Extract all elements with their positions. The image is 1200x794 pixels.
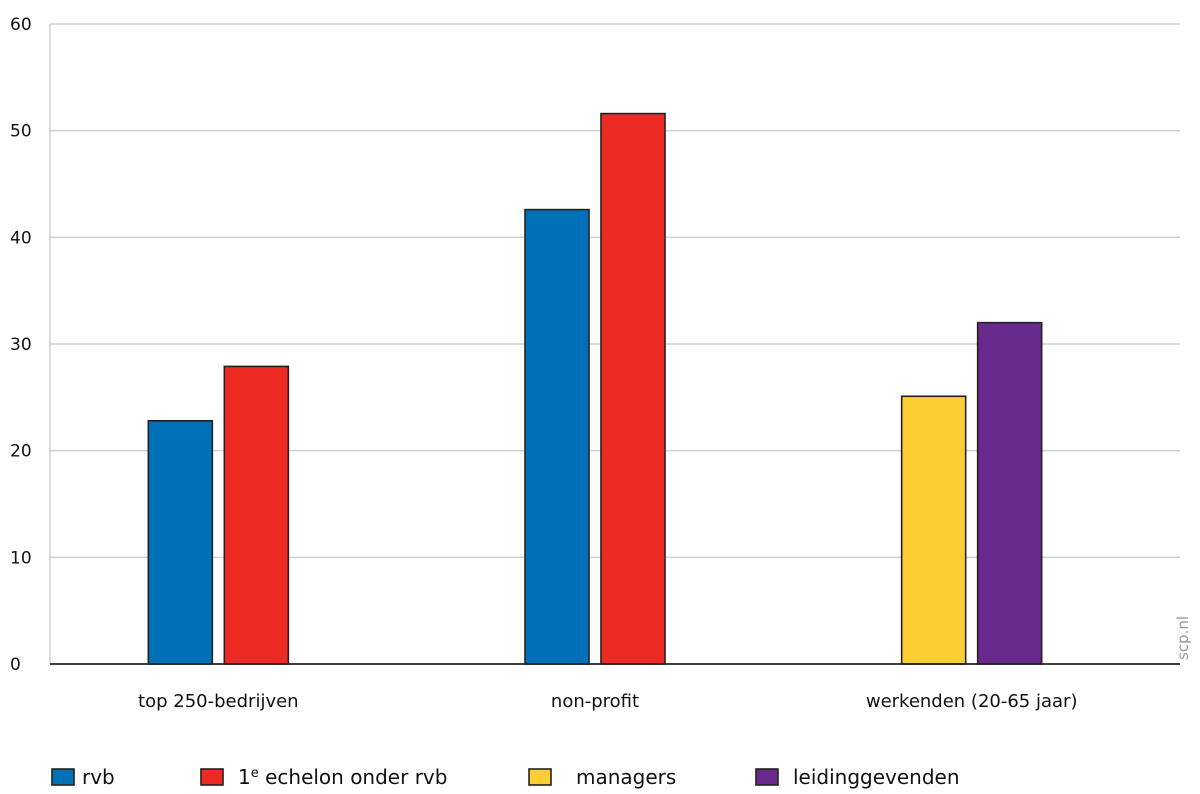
y-tick-label: 10 xyxy=(10,548,32,568)
legend-label-rvb: rvb xyxy=(82,765,115,789)
watermark-text: scp.nl xyxy=(1174,616,1192,660)
legend-item-rvb: rvb xyxy=(51,765,115,789)
legend-label-1e-echelon: 1e echelon onder rvb xyxy=(238,765,447,789)
legend-swatch-1e-echelon xyxy=(200,768,224,786)
bar xyxy=(900,395,967,665)
bar xyxy=(147,419,214,665)
bar xyxy=(976,321,1043,665)
legend-item-leidinggevenden: leidinggevenden xyxy=(755,765,960,789)
legend-label-managers: managers xyxy=(576,765,676,789)
y-tick-label: 0 xyxy=(10,655,21,675)
legend-swatch-leidinggevenden xyxy=(755,768,779,786)
y-axis-tick-labels: 0 10 20 30 40 50 60 xyxy=(10,15,32,675)
y-tick-label: 40 xyxy=(10,228,32,248)
y-tick-label: 60 xyxy=(10,15,32,35)
x-axis-category-labels: top 250-bedrijven non-profit werkenden (20… xyxy=(138,691,1077,712)
x-category-label: werkenden (20-65 jaar) xyxy=(866,691,1078,712)
y-tick-label: 50 xyxy=(10,122,32,142)
legend-item-managers: managers xyxy=(528,765,676,789)
bar xyxy=(600,112,666,665)
x-category-label: top 250-bedrijven xyxy=(138,691,299,712)
bars xyxy=(147,112,1043,665)
y-tick-label: 30 xyxy=(10,335,32,355)
legend-swatch-rvb xyxy=(51,768,75,786)
bar xyxy=(223,365,290,665)
y-tick-label: 20 xyxy=(10,442,32,462)
x-category-label: non-profit xyxy=(551,691,639,712)
bar xyxy=(524,208,590,665)
legend-swatch-managers xyxy=(528,768,552,786)
legend-label-leidinggevenden: leidinggevenden xyxy=(793,765,960,789)
legend-item-1e-echelon: 1e echelon onder rvb xyxy=(200,765,447,789)
legend: rvb 1e echelon onder rvb managers leidin… xyxy=(51,765,960,789)
